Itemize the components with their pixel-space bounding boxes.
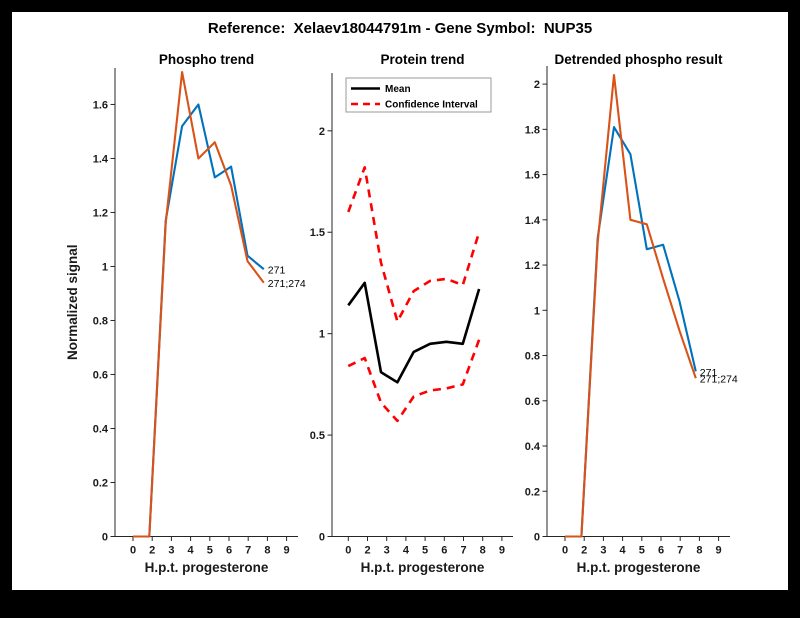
phospho-trend-y-tick-label: 0.2 — [93, 477, 108, 489]
detrended-phospho-result-y-tick-label: 1.6 — [525, 170, 540, 182]
detrended-phospho-result-x-tick-label: 6 — [658, 545, 664, 557]
phospho-trend-y-tick-label: 1.6 — [93, 99, 108, 111]
figure-title: Reference: Xelaev18044791m - Gene Symbol… — [208, 20, 592, 37]
series-ci-upper-line — [347, 166, 481, 323]
detrended-phospho-result-x-tick-label: 0 — [562, 545, 568, 557]
phospho-trend-x-tick-label: 6 — [226, 545, 232, 557]
detrended-phospho-result-y-tick-label: 2 — [534, 79, 540, 91]
protein-trend-x-tick-label: 2 — [364, 545, 370, 557]
detrended-phospho-result-y-tick-label: 0.2 — [525, 486, 540, 498]
legend-confidence-interval-label: Confidence Interval — [385, 100, 478, 111]
phospho-trend-x-tick-label: 2 — [149, 545, 155, 557]
legend-box — [345, 77, 492, 113]
detrended-phospho-result-x-tick-label: 4 — [620, 545, 627, 557]
protein-trend-x-tick-label: 8 — [480, 545, 486, 557]
phospho-trend-x-tick-label: 9 — [284, 545, 290, 557]
protein-trend-title: Protein trend — [380, 52, 464, 67]
protein-trend-x-tick-label: 4 — [403, 545, 410, 557]
series-271-274-line — [565, 73, 697, 538]
panel-protein-trend: 0 2 3 4 5 6 7 8 9 0 0.5 1 1.5 2 Protein trend H.p.t. pr… — [310, 52, 513, 575]
panel-phospho-trend: 0 2 3 4 5 6 7 8 9 0 0.2 0.4 0.6 0.8 1 1.2 1.4 1.6 Phospho … — [65, 52, 306, 575]
detrended-phospho-result-x-tick-label: 8 — [696, 545, 702, 557]
phospho-trend-y-tick-label: 0.4 — [93, 423, 109, 435]
legend-mean-label: Mean — [385, 84, 411, 95]
phospho-trend-title: Phospho trend — [159, 52, 254, 67]
series-271-end-label: 271 — [700, 367, 718, 379]
series-271-274-end-label: 271;274 — [700, 374, 738, 386]
phospho-trend-y-tick-label: 1 — [102, 261, 108, 273]
detrended-phospho-result-x-tick-label: 3 — [600, 545, 606, 557]
detrended-phospho-result-y-tick-label: 0.8 — [525, 351, 540, 363]
protein-trend-x-tick-label: 0 — [345, 545, 351, 557]
detrended-phospho-result-x-tick-label: 9 — [716, 545, 722, 557]
detrended-phospho-result-x-tick-label: 2 — [581, 545, 587, 557]
phospho-trend-y-tick-label: 0.8 — [93, 315, 108, 327]
panel-detrended-phospho-result: 0 2 3 4 5 6 7 8 9 0 0.2 0.4 0.6 0.8 1 1.2 1.4 1.6 1.8 2 Detr… — [525, 52, 738, 575]
series-ci-lower-line — [347, 339, 481, 423]
detrended-phospho-result-title: Detrended phospho result — [554, 52, 723, 67]
detrended-phospho-result-x-tick-label: 5 — [639, 545, 645, 557]
phospho-trend-x-tick-label: 5 — [207, 545, 213, 557]
phospho-trend-y-tick-label: 0 — [102, 532, 108, 544]
detrended-phospho-result-x-tick-label: 7 — [677, 545, 683, 557]
detrended-phospho-result-y-tick-label: 1.8 — [525, 124, 540, 136]
phospho-trend-x-tick-label: 7 — [245, 545, 251, 557]
detrended-phospho-result-y-tick-label: 1 — [534, 305, 540, 317]
protein-trend-x-tick-label: 5 — [422, 545, 428, 557]
phospho-trend-y-tick-label: 1.2 — [93, 207, 108, 219]
series-271-end-label: 271 — [268, 265, 286, 277]
protein-trend-x-tick-label: 9 — [499, 545, 505, 557]
detrended-phospho-result-y-tick-label: 0.6 — [525, 396, 540, 408]
protein-trend-y-tick-label: 2 — [319, 126, 325, 138]
protein-trend-legend: Mean Confidence Interval — [345, 77, 492, 113]
phospho-trend-x-tick-label: 3 — [168, 545, 174, 557]
protein-trend-y-tick-label: 0.5 — [310, 430, 325, 442]
protein-trend-y-tick-label: 0 — [319, 532, 325, 544]
detrended-phospho-result-y-tick-label: 0.4 — [525, 441, 541, 453]
phospho-trend-x-tick-label: 0 — [130, 545, 136, 557]
phospho-trend-y-axis-label: Normalized signal — [65, 244, 80, 360]
detrended-phospho-result-y-tick-label: 1.4 — [525, 215, 541, 227]
detrended-phospho-result-y-tick-label: 0 — [534, 532, 540, 544]
series-271-274-line — [133, 71, 265, 538]
protein-trend-x-tick-label: 3 — [384, 545, 390, 557]
detrended-phospho-result-x-axis-label: H.p.t. progesterone — [577, 560, 701, 575]
protein-trend-x-axis-label: H.p.t. progesterone — [361, 560, 485, 575]
phospho-trend-x-tick-label: 8 — [264, 545, 270, 557]
protein-trend-x-tick-label: 6 — [441, 545, 447, 557]
series-271-274-end-label: 271;274 — [268, 278, 306, 290]
phospho-trend-x-axis-label: H.p.t. progesterone — [145, 560, 269, 575]
protein-trend-y-tick-label: 1 — [319, 329, 325, 341]
phospho-trend-x-tick-label: 4 — [188, 545, 195, 557]
detrended-phospho-result-y-tick-label: 1.2 — [525, 260, 540, 272]
protein-trend-y-tick-label: 1.5 — [310, 227, 325, 239]
series-mean-line — [347, 281, 481, 384]
phospho-trend-y-tick-label: 0.6 — [93, 369, 108, 381]
chart-root: 0 2 3 4 5 6 7 8 900.20.40.60.811.21.41.6Phospho … — [65, 52, 738, 575]
phospho-trend-y-tick-label: 1.4 — [93, 153, 109, 165]
protein-trend-x-tick-label: 7 — [460, 545, 466, 557]
